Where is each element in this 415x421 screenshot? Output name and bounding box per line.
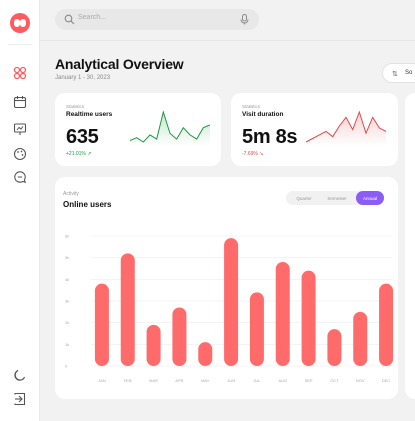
sidebar-item-reports[interactable] xyxy=(12,121,28,137)
card-value: 5m 8s xyxy=(242,126,298,148)
sidebar-divider xyxy=(8,44,32,45)
period-switcher: Quarter Semester Annual xyxy=(286,191,384,205)
bar-oct[interactable] xyxy=(327,329,342,366)
sparkline-line xyxy=(130,110,210,143)
sparkline-area xyxy=(130,112,210,146)
bar-mar[interactable] xyxy=(146,324,161,366)
page-title: Analytical Overview xyxy=(55,56,184,72)
y-tick-label: 4k xyxy=(65,277,69,282)
x-tick-label: MAY xyxy=(201,378,210,383)
x-tick-label: MAR xyxy=(149,378,158,383)
x-tick-label: JUN xyxy=(227,378,235,383)
sparkline-duration xyxy=(306,110,386,146)
search-icon xyxy=(64,14,75,25)
bar-nov[interactable] xyxy=(353,311,368,366)
chat-icon xyxy=(14,171,27,183)
bar-dec[interactable] xyxy=(379,283,394,366)
sort-label: So xyxy=(405,70,413,76)
activity-caption: Activity xyxy=(63,191,79,197)
sidebar-item-dashboard[interactable] xyxy=(12,65,28,81)
bar-sep[interactable] xyxy=(301,270,316,366)
x-tick-label: FEB xyxy=(124,378,132,383)
period-quarter[interactable]: Quarter xyxy=(296,195,312,201)
moon-icon xyxy=(14,369,26,381)
x-tick-label: APR xyxy=(175,378,183,383)
y-tick-label: 1k xyxy=(65,342,69,347)
activity-title: Online users xyxy=(63,200,112,209)
y-tick-label: 6k xyxy=(65,234,69,239)
period-semester[interactable]: Semester xyxy=(327,195,347,201)
x-tick-label: JUL xyxy=(253,378,261,383)
logout-icon xyxy=(14,392,26,406)
x-tick-label: NOV xyxy=(356,378,365,383)
sidebar xyxy=(0,0,40,421)
bar-may[interactable] xyxy=(198,342,213,366)
bar-feb[interactable] xyxy=(120,253,135,366)
card-visit-duration: Statistics Visit duration 5m 8s -7.69% ↘ xyxy=(231,93,398,166)
side-panel xyxy=(405,93,415,399)
sparkline-area xyxy=(306,112,386,146)
y-tick-label: 0 xyxy=(65,364,68,369)
x-tick-label: OCT xyxy=(330,378,339,383)
microphone-icon[interactable] xyxy=(240,14,249,25)
period-annual[interactable]: Annual xyxy=(356,191,384,205)
brand-logo[interactable] xyxy=(10,13,30,33)
activity-card: Activity Online users Quarter Semester A… xyxy=(55,177,398,399)
y-tick-label: 3k xyxy=(65,299,69,304)
sparkline-users xyxy=(130,110,210,146)
bar-apr[interactable] xyxy=(172,307,187,367)
online-users-chart: 0 1k 2k 3k 4k 5k 6k JAN FEB MAR APR MAY JUN JUL AUG SEP… xyxy=(65,234,394,383)
x-tick-label: JAN xyxy=(98,378,106,383)
sidebar-item-calendar[interactable] xyxy=(12,94,28,110)
bar-jul[interactable] xyxy=(249,292,264,366)
card-caption: Statistics xyxy=(242,104,261,109)
x-tick-label: DEC xyxy=(382,378,391,383)
card-caption: Statistics xyxy=(66,104,85,109)
search-bar[interactable]: Search... xyxy=(55,9,259,30)
grid-icon xyxy=(13,66,27,80)
y-tick-label: 5k xyxy=(65,255,69,260)
bar-aug[interactable] xyxy=(275,262,290,366)
logout-button[interactable] xyxy=(12,391,28,407)
palette-icon xyxy=(13,147,27,161)
x-tick-label: AUG xyxy=(278,378,287,383)
presentation-icon xyxy=(13,123,27,135)
card-change: -7.69% ↘ xyxy=(242,151,264,157)
calendar-icon xyxy=(13,96,27,109)
y-tick-label: 2k xyxy=(65,320,69,325)
theme-toggle[interactable] xyxy=(12,367,28,383)
bar-jun[interactable] xyxy=(224,238,239,366)
date-range: January 1 - 30, 2023 xyxy=(55,75,111,81)
sidebar-item-design[interactable] xyxy=(12,146,28,162)
card-value: 635 xyxy=(66,126,99,148)
x-tick-label: SEP xyxy=(305,378,313,383)
card-title: Realtime users xyxy=(66,111,113,118)
sort-button[interactable]: ⇅ So xyxy=(382,63,415,83)
bar-jan[interactable] xyxy=(94,283,109,366)
sidebar-item-messages[interactable] xyxy=(12,169,28,185)
sort-icon: ⇅ xyxy=(392,71,398,78)
header-divider xyxy=(40,40,415,41)
card-realtime-users: Statistics Realtime users 635 +21.01% ↗ xyxy=(55,93,221,166)
search-input[interactable]: Search... xyxy=(78,14,107,21)
card-change: +21.01% ↗ xyxy=(66,151,92,157)
sparkline-line xyxy=(306,110,386,143)
card-title: Visit duration xyxy=(242,111,284,118)
